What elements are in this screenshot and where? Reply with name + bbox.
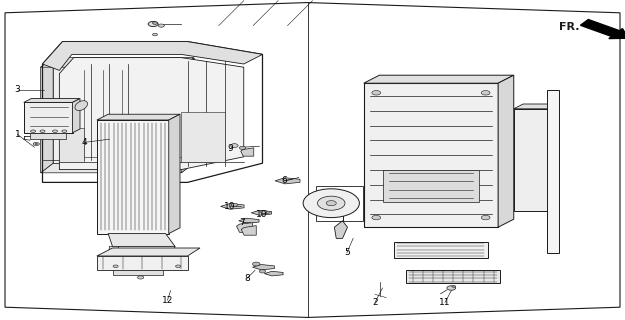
Text: 10: 10: [256, 210, 267, 219]
Circle shape: [231, 203, 238, 206]
Text: 10: 10: [224, 202, 236, 211]
Polygon shape: [181, 112, 225, 162]
Polygon shape: [30, 133, 66, 139]
Circle shape: [261, 210, 267, 213]
Polygon shape: [181, 58, 194, 173]
Polygon shape: [334, 221, 348, 238]
Polygon shape: [275, 178, 300, 184]
Circle shape: [231, 144, 238, 148]
Circle shape: [318, 196, 345, 210]
Circle shape: [35, 143, 38, 145]
Ellipse shape: [75, 101, 88, 110]
Text: 1: 1: [14, 130, 21, 139]
Polygon shape: [514, 104, 558, 109]
Text: 11: 11: [439, 298, 451, 307]
Polygon shape: [239, 218, 259, 223]
Text: FR.: FR.: [559, 22, 580, 32]
Polygon shape: [97, 114, 180, 120]
Circle shape: [62, 130, 67, 132]
Polygon shape: [221, 204, 244, 209]
Polygon shape: [112, 270, 162, 275]
Polygon shape: [53, 58, 194, 163]
Circle shape: [113, 265, 118, 268]
Polygon shape: [108, 246, 119, 266]
Polygon shape: [251, 210, 271, 215]
Circle shape: [239, 146, 246, 149]
Circle shape: [372, 91, 381, 95]
Circle shape: [447, 286, 456, 290]
Circle shape: [259, 270, 266, 273]
Polygon shape: [59, 58, 244, 170]
Polygon shape: [24, 99, 80, 102]
Polygon shape: [406, 270, 500, 283]
Polygon shape: [241, 148, 254, 156]
Text: 4: 4: [81, 138, 88, 147]
Circle shape: [176, 265, 181, 268]
Circle shape: [452, 285, 456, 287]
Polygon shape: [547, 90, 559, 253]
Polygon shape: [41, 163, 194, 173]
Polygon shape: [97, 256, 188, 270]
Polygon shape: [72, 99, 80, 133]
Polygon shape: [364, 83, 498, 227]
Text: 3: 3: [14, 85, 21, 94]
Circle shape: [148, 21, 158, 27]
Polygon shape: [498, 75, 514, 227]
Polygon shape: [236, 222, 252, 232]
Polygon shape: [264, 271, 283, 276]
Circle shape: [481, 215, 490, 220]
Polygon shape: [59, 128, 84, 162]
FancyArrow shape: [581, 20, 625, 39]
Polygon shape: [97, 248, 200, 256]
Circle shape: [138, 276, 144, 279]
Circle shape: [31, 130, 36, 132]
Polygon shape: [394, 242, 488, 258]
Text: 5: 5: [344, 248, 350, 257]
Circle shape: [33, 142, 39, 146]
Polygon shape: [108, 234, 175, 246]
Circle shape: [152, 33, 158, 36]
Circle shape: [158, 24, 164, 27]
Polygon shape: [41, 58, 53, 173]
Text: 8: 8: [244, 274, 250, 283]
Circle shape: [303, 189, 359, 218]
Text: 2: 2: [372, 298, 378, 307]
Text: 9: 9: [227, 144, 233, 153]
Polygon shape: [169, 114, 180, 234]
Polygon shape: [41, 58, 194, 67]
Circle shape: [326, 201, 336, 206]
Text: 6: 6: [281, 176, 288, 185]
Polygon shape: [97, 120, 169, 234]
Circle shape: [52, 130, 57, 132]
Circle shape: [152, 22, 158, 24]
Polygon shape: [253, 265, 274, 270]
Polygon shape: [24, 102, 72, 133]
Text: 7: 7: [239, 218, 246, 227]
Polygon shape: [42, 42, 262, 70]
Polygon shape: [5, 3, 620, 317]
Polygon shape: [514, 109, 548, 211]
Polygon shape: [382, 170, 479, 202]
Circle shape: [40, 130, 45, 132]
Circle shape: [481, 91, 490, 95]
Polygon shape: [241, 226, 256, 235]
Polygon shape: [364, 75, 514, 83]
Text: 12: 12: [162, 296, 173, 305]
Circle shape: [253, 262, 260, 266]
Circle shape: [372, 215, 381, 220]
